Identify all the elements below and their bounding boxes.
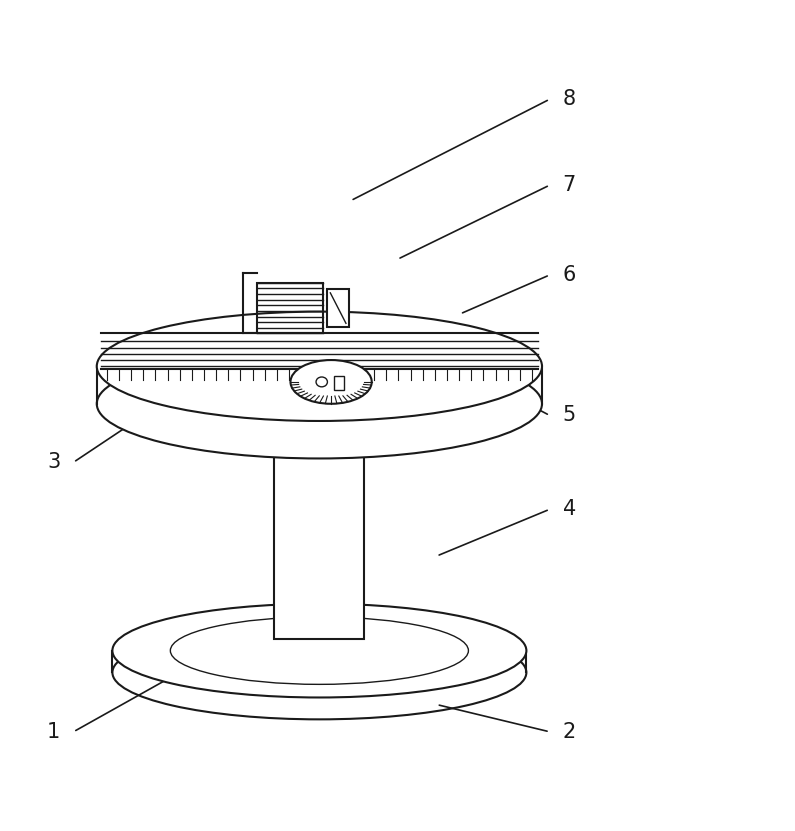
Ellipse shape	[112, 604, 526, 697]
Text: 6: 6	[563, 265, 576, 285]
Text: 3: 3	[47, 452, 60, 472]
Text: 7: 7	[563, 175, 576, 195]
Text: 5: 5	[563, 406, 576, 425]
Bar	[274, 404, 364, 639]
Text: 4: 4	[563, 499, 576, 519]
Text: 8: 8	[563, 89, 576, 109]
Bar	[334, 376, 343, 390]
Ellipse shape	[97, 349, 542, 459]
Ellipse shape	[112, 626, 526, 720]
Text: 2: 2	[563, 722, 576, 742]
Ellipse shape	[97, 312, 542, 421]
Text: 1: 1	[47, 722, 60, 742]
Bar	[328, 289, 349, 327]
Ellipse shape	[290, 360, 372, 404]
Bar	[257, 283, 324, 333]
